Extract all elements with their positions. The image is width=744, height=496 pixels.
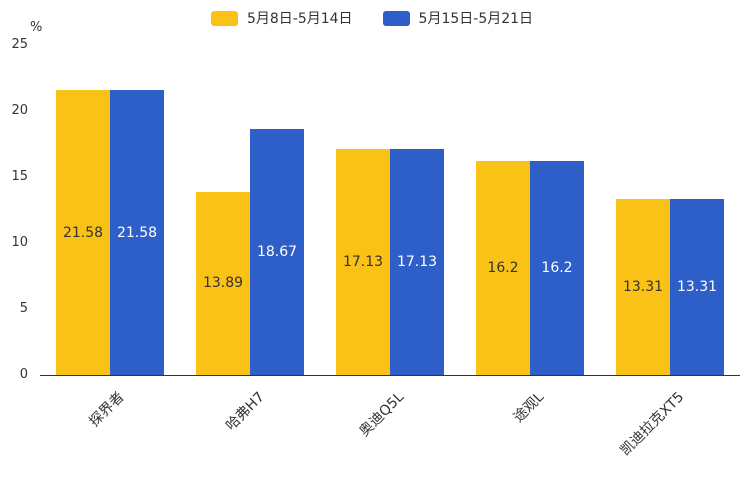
bar-series1-cat4 <box>476 161 530 375</box>
bar-value-label: 17.13 <box>342 253 384 270</box>
y-tick-label: 0 <box>19 367 28 382</box>
legend-swatch-week1-icon <box>210 10 238 26</box>
legend-item-week1[interactable]: 5月8日-5月14日 <box>210 8 353 28</box>
legend: 5月8日-5月14日 5月15日-5月21日 <box>0 8 744 28</box>
bar-series2-cat4 <box>530 161 584 375</box>
bar-series2-cat5 <box>670 199 724 375</box>
x-category-label: 奥迪Q5L <box>356 389 408 440</box>
bar-value-label: 13.89 <box>202 275 244 292</box>
legend-swatch-week2-icon <box>382 10 410 26</box>
x-category-label: 探界者 <box>86 389 128 431</box>
x-category-label: 哈弗H7 <box>222 389 268 434</box>
bar-value-label: 13.31 <box>622 279 664 296</box>
bar-value-label: 21.58 <box>62 224 104 241</box>
y-axis-unit-label: % <box>30 20 43 35</box>
bar-value-label: 17.13 <box>396 253 438 270</box>
bar-value-label: 16.2 <box>541 260 573 277</box>
legend-label-week1: 5月8日-5月14日 <box>246 11 353 27</box>
bar-series1-cat3 <box>336 148 390 375</box>
bar-series2-cat3 <box>390 148 444 375</box>
legend-item-week2[interactable]: 5月15日-5月21日 <box>382 8 534 28</box>
y-tick-label: 25 <box>11 37 28 52</box>
bar-value-label: 21.58 <box>116 224 158 241</box>
x-axis-line <box>40 375 740 376</box>
x-category-label: 凯迪拉克XT5 <box>617 389 688 459</box>
y-tick-label: 5 <box>19 301 28 316</box>
bar-value-label: 18.67 <box>256 243 298 260</box>
x-category-label: 途观L <box>510 389 548 426</box>
bar-series2-cat1 <box>110 90 164 375</box>
y-tick-label: 15 <box>11 169 28 184</box>
y-tick-label: 10 <box>11 235 28 250</box>
legend-label-week2: 5月15日-5月21日 <box>418 11 534 27</box>
bar-series1-cat5 <box>616 199 670 375</box>
bar-series2-cat2 <box>250 128 304 375</box>
bar-series1-cat2 <box>196 191 250 375</box>
bar-series1-cat1 <box>56 90 110 375</box>
y-tick-label: 20 <box>11 103 28 118</box>
bar-value-label: 13.31 <box>676 279 718 296</box>
bar-value-label: 16.2 <box>487 260 519 277</box>
